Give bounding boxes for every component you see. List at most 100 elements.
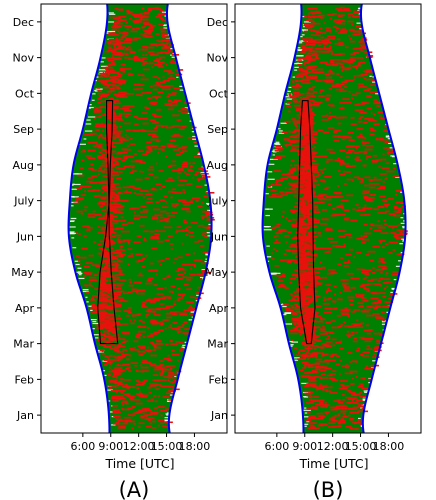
- event-mark: [339, 63, 344, 65]
- event-mark: [159, 220, 163, 222]
- event-mark: [392, 249, 396, 251]
- event-mark: [307, 272, 313, 275]
- event-mark: [103, 335, 107, 337]
- event-mark: [99, 292, 106, 295]
- event-mark: [112, 376, 118, 378]
- event-mark: [179, 273, 184, 276]
- event-mark: [310, 298, 318, 301]
- event-mark: [284, 307, 291, 310]
- event-mark: [307, 417, 311, 419]
- event-mark: [305, 180, 311, 183]
- event-mark: [103, 316, 111, 318]
- event-mark: [333, 20, 336, 23]
- event-mark: [289, 168, 298, 171]
- event-mark: [365, 367, 374, 370]
- event-mark: [151, 135, 159, 138]
- event-mark: [302, 49, 305, 52]
- event-mark: [321, 50, 328, 53]
- event-mark: [364, 273, 370, 276]
- event-mark: [312, 99, 315, 102]
- event-mark: [155, 44, 159, 47]
- event-mark: [152, 76, 159, 78]
- event-mark: [369, 306, 375, 308]
- event-mark: [382, 180, 385, 183]
- event-mark: [118, 380, 123, 383]
- event-mark: [312, 316, 319, 318]
- event-mark: [303, 167, 306, 170]
- y-tick-label: Dec: [13, 16, 34, 29]
- event-mark: [109, 76, 116, 78]
- event-mark: [352, 116, 355, 119]
- event-mark: [180, 229, 189, 232]
- panel-label: (A): [119, 478, 150, 500]
- event-mark: [157, 314, 161, 317]
- event-mark: [125, 37, 132, 40]
- event-mark: [109, 131, 116, 134]
- event-mark: [106, 271, 111, 274]
- event-mark: [366, 282, 373, 285]
- event-mark: [154, 148, 157, 151]
- event-mark: [309, 123, 314, 126]
- event-mark: [365, 254, 370, 256]
- event-mark: [85, 262, 93, 264]
- event-mark: [140, 17, 143, 20]
- event-mark: [104, 263, 108, 266]
- event-mark: [366, 68, 373, 71]
- event-mark: [116, 238, 122, 241]
- event-mark: [310, 254, 318, 257]
- event-mark: [356, 268, 363, 271]
- event-mark: [153, 368, 161, 371]
- event-mark: [102, 260, 110, 263]
- event-mark: [345, 146, 354, 148]
- event-mark: [316, 195, 324, 198]
- event-mark: [102, 71, 105, 74]
- event-mark: [335, 341, 342, 344]
- event-mark: [310, 47, 314, 49]
- event-mark: [311, 318, 315, 321]
- event-mark: [294, 303, 297, 306]
- event-mark: [117, 119, 124, 121]
- event-mark: [348, 417, 355, 420]
- event-mark: [290, 304, 294, 307]
- event-mark: [292, 95, 296, 97]
- event-mark: [106, 169, 112, 171]
- event-mark: [108, 274, 117, 277]
- x-tick-label: 15:00: [345, 440, 377, 453]
- event-mark: [155, 162, 158, 165]
- event-mark: [162, 36, 169, 39]
- event-mark: [153, 176, 159, 179]
- event-mark: [96, 87, 101, 89]
- event-mark: [202, 251, 210, 254]
- event-mark: [106, 165, 112, 168]
- event-mark: [319, 384, 322, 387]
- event-mark: [303, 184, 307, 186]
- event-mark: [304, 166, 310, 168]
- event-mark: [114, 382, 122, 385]
- event-mark: [321, 48, 328, 50]
- event-mark: [353, 75, 356, 77]
- event-mark: [104, 305, 111, 308]
- event-mark: [110, 127, 117, 130]
- event-mark: [123, 112, 126, 115]
- event-mark: [274, 193, 279, 195]
- event-mark: [300, 127, 307, 129]
- event-mark: [110, 16, 119, 19]
- event-mark: [285, 145, 288, 147]
- event-mark: [315, 368, 321, 371]
- event-mark: [297, 136, 301, 139]
- event-mark: [197, 179, 201, 182]
- event-mark: [153, 127, 157, 129]
- event-mark: [82, 149, 85, 152]
- event-mark: [348, 90, 351, 93]
- event-mark: [319, 333, 325, 335]
- event-mark: [114, 356, 117, 359]
- event-mark: [107, 322, 112, 325]
- event-mark: [300, 157, 304, 160]
- event-mark: [325, 97, 330, 100]
- event-mark: [332, 244, 341, 247]
- event-mark: [113, 291, 122, 294]
- event-mark: [306, 322, 312, 325]
- event-mark: [307, 259, 310, 262]
- event-mark: [127, 255, 134, 257]
- event-mark: [307, 15, 314, 18]
